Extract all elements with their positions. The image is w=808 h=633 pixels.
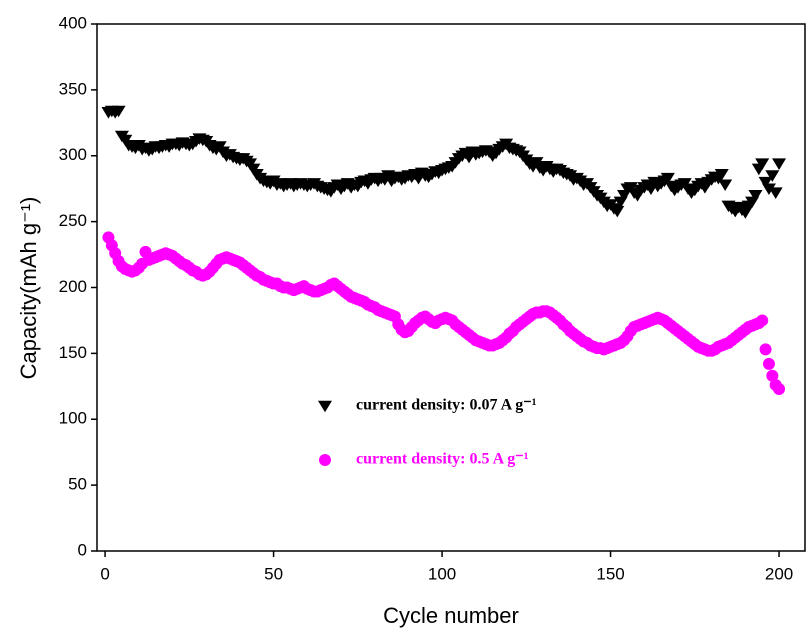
y-tick-label: 350 <box>59 79 87 98</box>
data-point <box>758 176 773 189</box>
data-point <box>718 179 733 192</box>
x-axis-title: Cycle number <box>383 603 519 628</box>
data-point <box>610 205 625 218</box>
data-point <box>768 187 783 199</box>
legend-marker <box>318 400 332 413</box>
x-tick-label: 50 <box>264 564 283 583</box>
y-axis-title: Capacity(mAh g⁻¹) <box>16 197 41 380</box>
y-tick-label: 300 <box>59 145 87 164</box>
y-tick-label: 400 <box>59 13 87 32</box>
data-point <box>772 158 787 170</box>
y-tick-label: 150 <box>59 343 87 362</box>
data-point <box>660 172 675 185</box>
y-tick-label: 100 <box>59 409 87 428</box>
data-point <box>714 168 729 181</box>
x-tick-label: 150 <box>596 564 624 583</box>
x-tick-label: 200 <box>765 564 793 583</box>
data-point <box>748 190 763 202</box>
data-point <box>111 105 126 118</box>
data-point <box>759 343 772 356</box>
data-point <box>755 158 770 170</box>
data-point <box>765 170 780 182</box>
y-tick-label: 250 <box>59 211 87 230</box>
data-point <box>761 183 776 195</box>
legend-label: current density: 0.07 A g⁻¹ <box>356 397 537 414</box>
data-point <box>762 357 775 370</box>
x-tick-label: 100 <box>428 564 456 583</box>
data-point <box>756 314 769 327</box>
y-tick-label: 50 <box>68 475 87 494</box>
plot-frame <box>96 23 806 552</box>
y-tick-label: 200 <box>59 277 87 296</box>
data-point <box>766 369 779 382</box>
y-tick-label: 0 <box>78 540 87 559</box>
legend-marker <box>319 454 331 466</box>
x-tick-label: 0 <box>100 564 109 583</box>
data-point <box>773 382 786 395</box>
legend-label: current density: 0.5 A g⁻¹ <box>356 451 529 468</box>
